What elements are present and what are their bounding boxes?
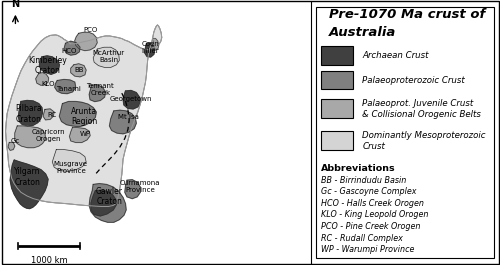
Text: HCO: HCO bbox=[62, 48, 77, 54]
Text: BB: BB bbox=[74, 67, 84, 73]
Polygon shape bbox=[10, 160, 48, 209]
Text: Gc - Gascoyne Complex: Gc - Gascoyne Complex bbox=[321, 187, 417, 196]
Polygon shape bbox=[15, 126, 46, 148]
Text: WP - Warumpi Province: WP - Warumpi Province bbox=[321, 245, 414, 254]
Bar bbox=[321, 70, 353, 90]
Text: Musgrave
Province: Musgrave Province bbox=[54, 161, 88, 174]
Polygon shape bbox=[55, 80, 76, 94]
Text: Archaean Crust: Archaean Crust bbox=[362, 51, 429, 60]
Polygon shape bbox=[71, 64, 86, 77]
Text: Mt Isa: Mt Isa bbox=[118, 114, 139, 120]
Polygon shape bbox=[152, 39, 158, 49]
Polygon shape bbox=[75, 32, 97, 51]
Polygon shape bbox=[89, 184, 126, 222]
Polygon shape bbox=[125, 180, 140, 198]
Polygon shape bbox=[60, 101, 96, 127]
Polygon shape bbox=[64, 41, 80, 55]
Text: Tanami: Tanami bbox=[56, 86, 81, 92]
Text: Pilbara
Craton: Pilbara Craton bbox=[16, 104, 42, 124]
Polygon shape bbox=[43, 109, 54, 120]
Polygon shape bbox=[8, 143, 15, 150]
Polygon shape bbox=[70, 127, 90, 143]
Text: Kimberley
Craton: Kimberley Craton bbox=[28, 56, 68, 75]
Polygon shape bbox=[93, 47, 120, 67]
Polygon shape bbox=[18, 100, 42, 126]
Text: Palaeoproterozoic Crust: Palaeoproterozoic Crust bbox=[362, 76, 465, 85]
Text: McArthur
Basin: McArthur Basin bbox=[92, 50, 124, 63]
Text: Coen
Inlier: Coen Inlier bbox=[141, 41, 159, 54]
Text: PCO - Pine Creek Orogen: PCO - Pine Creek Orogen bbox=[321, 222, 421, 231]
Text: KLO - King Leopold Orogen: KLO - King Leopold Orogen bbox=[321, 210, 429, 219]
Text: Yilgarn
Craton: Yilgarn Craton bbox=[14, 167, 41, 187]
Polygon shape bbox=[144, 43, 154, 57]
Text: Gawler
Craton: Gawler Craton bbox=[96, 187, 123, 206]
Text: Curnamona
Province: Curnamona Province bbox=[120, 180, 160, 193]
Text: Abbreviations: Abbreviations bbox=[321, 164, 396, 173]
Text: Dominantly Mesoproterozoic
Crust: Dominantly Mesoproterozoic Crust bbox=[362, 131, 486, 151]
Text: 1000 km: 1000 km bbox=[31, 256, 68, 265]
Polygon shape bbox=[36, 73, 49, 85]
Text: Capricorn
Orogen: Capricorn Orogen bbox=[31, 129, 65, 142]
Text: N: N bbox=[12, 0, 20, 9]
Text: Tennant
Creek: Tennant Creek bbox=[86, 83, 114, 96]
Text: WP: WP bbox=[80, 131, 90, 137]
Text: KLO: KLO bbox=[42, 81, 55, 87]
Text: Palaeoprot. Juvenile Crust
& Collisional Orogenic Belts: Palaeoprot. Juvenile Crust & Collisional… bbox=[362, 99, 482, 119]
Polygon shape bbox=[40, 56, 60, 74]
Polygon shape bbox=[91, 190, 116, 216]
Text: RC: RC bbox=[48, 112, 57, 118]
Polygon shape bbox=[6, 25, 162, 206]
Text: PCO: PCO bbox=[83, 27, 98, 33]
Text: Arunta
Region: Arunta Region bbox=[71, 107, 97, 126]
Polygon shape bbox=[52, 149, 86, 171]
Bar bbox=[321, 99, 353, 118]
Bar bbox=[321, 131, 353, 150]
Text: Gc: Gc bbox=[11, 138, 20, 144]
Text: Georgetown: Georgetown bbox=[110, 96, 152, 102]
Polygon shape bbox=[89, 85, 106, 101]
Polygon shape bbox=[123, 91, 140, 109]
Bar bbox=[321, 46, 353, 65]
Polygon shape bbox=[110, 110, 136, 134]
Text: BB - Birrindudu Basin: BB - Birrindudu Basin bbox=[321, 176, 406, 185]
Text: Australia: Australia bbox=[329, 26, 396, 39]
Text: RC - Rudall Complex: RC - Rudall Complex bbox=[321, 233, 403, 242]
Text: Pre-1070 Ma crust of: Pre-1070 Ma crust of bbox=[329, 8, 485, 21]
Text: HCO - Halls Creek Orogen: HCO - Halls Creek Orogen bbox=[321, 199, 424, 208]
